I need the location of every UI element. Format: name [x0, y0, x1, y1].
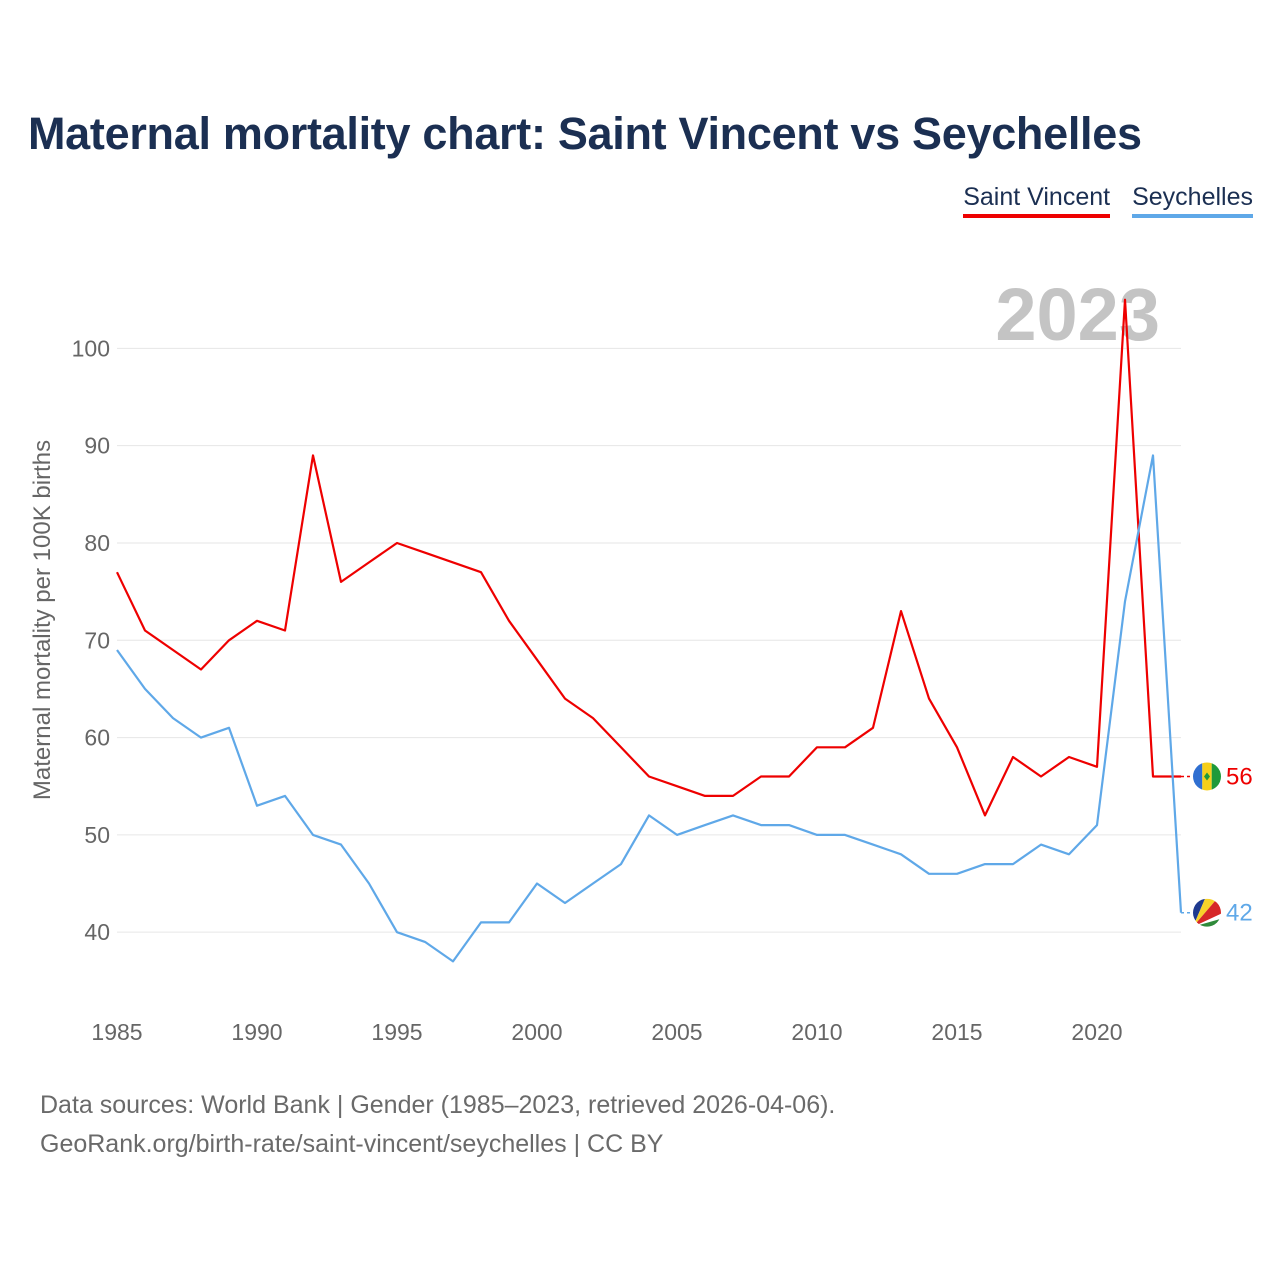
x-tick-label: 2015	[931, 1019, 982, 1045]
y-tick-label: 60	[84, 725, 110, 751]
y-tick-label: 90	[84, 433, 110, 459]
y-tick-label: 50	[84, 822, 110, 848]
series-end-markers: 56 42	[1181, 762, 1253, 927]
legend-item-saint-vincent[interactable]: Saint Vincent	[963, 183, 1111, 218]
saint-vincent-flag-icon	[1193, 762, 1221, 791]
y-tick-label: 80	[84, 530, 110, 556]
seychelles-flag-icon	[1193, 898, 1221, 927]
series-lines	[116, 298, 1183, 963]
footer-credit: GeoRank.org/birth-rate/saint-vincent/sey…	[40, 1130, 664, 1158]
y-tick-label: 70	[84, 627, 110, 653]
end-value-label: 42	[1226, 900, 1253, 927]
y-axis-label: Maternal mortality per 100K births	[29, 440, 56, 800]
series-line-seychelles	[116, 454, 1183, 963]
y-axis-ticks: 40 50 60 70 80 90 100	[72, 335, 110, 945]
legend-item-seychelles[interactable]: Seychelles	[1132, 183, 1253, 218]
y-tick-label: 100	[72, 335, 110, 361]
x-tick-label: 1995	[371, 1019, 422, 1045]
y-tick-label: 40	[84, 919, 110, 945]
x-tick-label: 2005	[651, 1019, 702, 1045]
series-line-saint-vincent	[116, 298, 1181, 817]
year-watermark: 2023	[995, 273, 1160, 356]
x-tick-label: 1990	[231, 1019, 282, 1045]
x-axis-ticks: 1985 1990 1995 2000 2005 2010 2015 2020	[91, 1019, 1122, 1045]
page-title: Maternal mortality chart: Saint Vincent …	[28, 108, 1142, 159]
gridlines	[117, 347, 1181, 933]
x-tick-label: 2010	[791, 1019, 842, 1045]
x-tick-label: 2000	[511, 1019, 562, 1045]
x-tick-label: 2020	[1071, 1019, 1122, 1045]
footer-source: Data sources: World Bank | Gender (1985–…	[40, 1091, 836, 1119]
end-value-label: 56	[1226, 763, 1253, 790]
x-tick-label: 1985	[91, 1019, 142, 1045]
footer: Data sources: World Bank | Gender (1985–…	[40, 1086, 835, 1164]
legend: Saint Vincent Seychelles	[963, 183, 1253, 218]
